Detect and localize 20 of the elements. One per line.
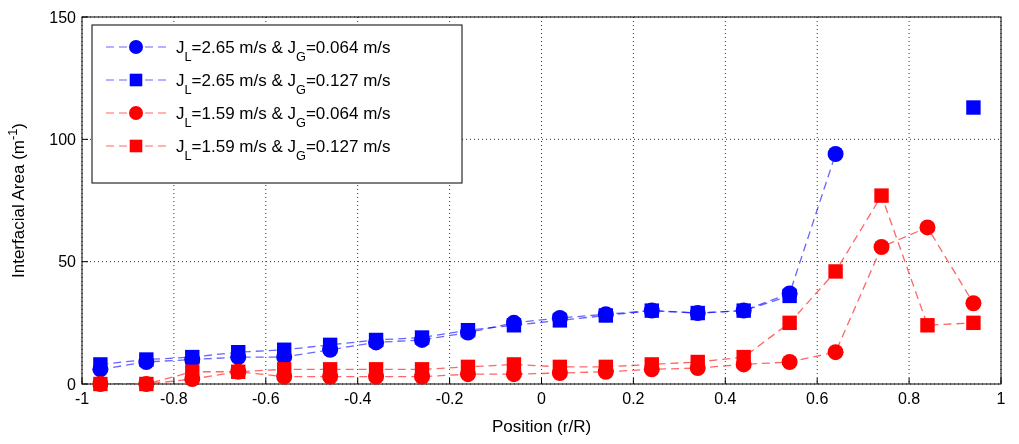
y-tick-label: 50 [58,253,77,271]
x-tick-label: -0.8 [160,390,188,407]
x-tick-label: 0.4 [714,390,737,407]
y-tick-label: 150 [49,8,77,26]
x-axis-title: Position (r/R) [491,417,592,436]
x-tick-label: -0.6 [252,390,280,407]
x-tick-label: 1 [996,390,1006,407]
legend-label: J$_{L}$=1.59 m/s & J$_{G}$=0.064 m/s [176,103,391,130]
x-tick-label: -0.2 [435,390,464,407]
y-tick-label: 100 [49,130,77,148]
y-tick-label: 0 [67,375,77,393]
x-tick-label: -0.4 [343,390,372,407]
x-tick-label: -1 [74,390,90,407]
x-tick-label: 0.8 [897,390,921,407]
legend-label: J$_{L}$=1.59 m/s & J$_{G}$=0.127 m/s [176,136,391,163]
x-tick-label: 0.6 [806,390,829,407]
legend-label: J$_{L}$=2.65 m/s & J$_{G}$=0.127 m/s [176,70,391,97]
x-tick-label: 0.2 [622,390,645,407]
legend-label: J$_{L}$=2.65 m/s & J$_{G}$=0.064 m/s [176,37,391,64]
x-tick-label: 0 [537,390,547,407]
